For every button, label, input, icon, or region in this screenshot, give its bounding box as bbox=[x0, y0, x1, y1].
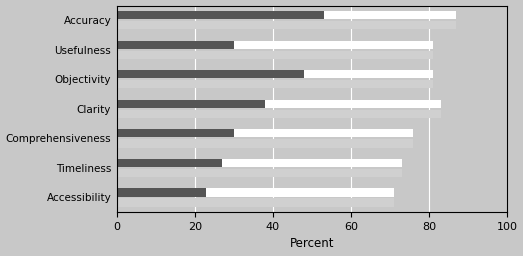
Bar bbox=[117, 21, 456, 29]
Bar bbox=[117, 198, 394, 207]
Bar bbox=[117, 11, 324, 19]
Bar bbox=[222, 159, 402, 167]
Bar bbox=[265, 100, 440, 108]
Bar bbox=[117, 129, 234, 137]
Bar bbox=[117, 188, 207, 197]
Bar bbox=[117, 70, 304, 78]
Bar bbox=[117, 110, 440, 118]
Bar bbox=[234, 129, 413, 137]
Bar bbox=[117, 51, 433, 59]
Bar bbox=[117, 139, 413, 147]
Bar bbox=[304, 70, 433, 78]
Bar bbox=[117, 41, 234, 49]
Bar bbox=[117, 169, 402, 177]
X-axis label: Percent: Percent bbox=[290, 238, 334, 250]
Bar bbox=[324, 11, 456, 19]
Bar bbox=[117, 159, 222, 167]
Bar bbox=[117, 80, 433, 89]
Bar bbox=[234, 41, 433, 49]
Bar bbox=[207, 188, 394, 197]
Bar bbox=[117, 100, 265, 108]
